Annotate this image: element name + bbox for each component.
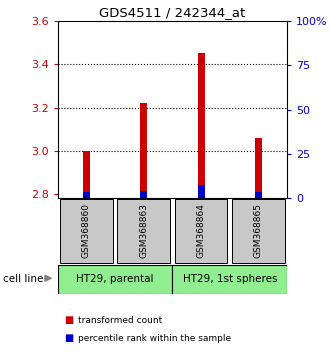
Bar [255, 192, 262, 198]
Text: ■: ■ [64, 333, 74, 343]
FancyBboxPatch shape [173, 265, 287, 294]
Bar [83, 192, 90, 198]
Text: HT29, 1st spheres: HT29, 1st spheres [182, 274, 277, 284]
Bar [255, 138, 262, 198]
Bar [198, 52, 205, 198]
FancyBboxPatch shape [60, 199, 113, 263]
Bar [198, 185, 205, 198]
FancyBboxPatch shape [232, 199, 285, 263]
Text: GSM368863: GSM368863 [139, 204, 148, 258]
Bar [140, 191, 147, 198]
Text: percentile rank within the sample: percentile rank within the sample [78, 333, 231, 343]
FancyBboxPatch shape [58, 265, 173, 294]
Text: cell line: cell line [3, 274, 44, 284]
Text: HT29, parental: HT29, parental [76, 274, 154, 284]
FancyBboxPatch shape [175, 199, 227, 263]
Text: ■: ■ [64, 315, 74, 325]
Bar [83, 151, 90, 198]
Text: GSM368864: GSM368864 [197, 204, 206, 258]
Text: GSM368865: GSM368865 [254, 204, 263, 258]
Text: GSM368860: GSM368860 [82, 204, 91, 258]
Text: transformed count: transformed count [78, 316, 162, 325]
Title: GDS4511 / 242344_at: GDS4511 / 242344_at [99, 6, 246, 19]
FancyBboxPatch shape [117, 199, 170, 263]
Bar [140, 103, 147, 198]
